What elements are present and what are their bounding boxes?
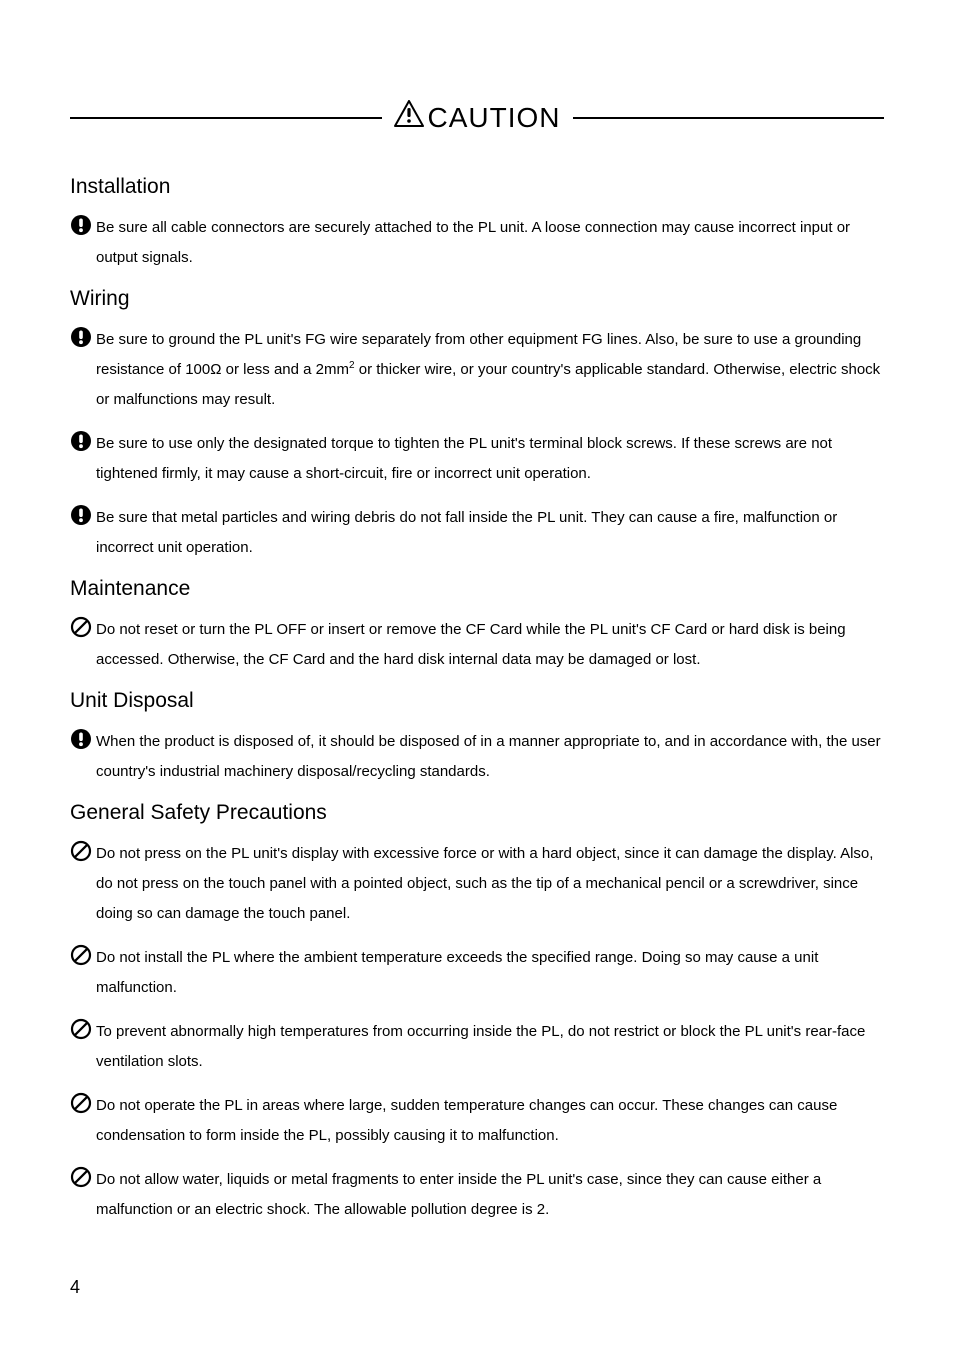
item-text: Be sure to ground the PL unit's FG wire …	[96, 325, 884, 415]
list-item: Be sure that metal particles and wiring …	[70, 503, 884, 563]
prohibit-icon	[70, 1091, 96, 1119]
mandatory-icon	[70, 727, 96, 755]
list-item: Do not install the PL where the ambient …	[70, 943, 884, 1003]
item-text: Be sure to use only the designated torqu…	[96, 429, 884, 489]
heading-maintenance: Maintenance	[70, 577, 884, 601]
list-item: When the product is disposed of, it shou…	[70, 727, 884, 787]
caution-header: CAUTION	[70, 100, 884, 135]
mandatory-icon	[70, 429, 96, 457]
mandatory-icon	[70, 213, 96, 241]
item-text: To prevent abnormally high temperatures …	[96, 1017, 884, 1077]
caution-triangle-icon	[394, 100, 428, 135]
caution-title: CAUTION	[382, 100, 573, 135]
prohibit-icon	[70, 943, 96, 971]
prohibit-icon	[70, 615, 96, 643]
item-text: Do not reset or turn the PL OFF or inser…	[96, 615, 884, 675]
list-item: To prevent abnormally high temperatures …	[70, 1017, 884, 1077]
page-number: 4	[70, 1277, 80, 1298]
heading-general: General Safety Precautions	[70, 801, 884, 825]
item-text: Be sure that metal particles and wiring …	[96, 503, 884, 563]
list-item: Do not operate the PL in areas where lar…	[70, 1091, 884, 1151]
mandatory-icon	[70, 503, 96, 531]
list-item: Be sure all cable connectors are securel…	[70, 213, 884, 273]
rule-right	[573, 117, 885, 119]
mandatory-icon	[70, 325, 96, 353]
item-text: Be sure all cable connectors are securel…	[96, 213, 884, 273]
list-item: Be sure to use only the designated torqu…	[70, 429, 884, 489]
heading-disposal: Unit Disposal	[70, 689, 884, 713]
list-item: Do not allow water, liquids or metal fra…	[70, 1165, 884, 1225]
rule-left	[70, 117, 382, 119]
list-item: Be sure to ground the PL unit's FG wire …	[70, 325, 884, 415]
heading-installation: Installation	[70, 175, 884, 199]
item-text: Do not operate the PL in areas where lar…	[96, 1091, 884, 1151]
item-text: Do not install the PL where the ambient …	[96, 943, 884, 1003]
prohibit-icon	[70, 1165, 96, 1193]
item-text: Do not allow water, liquids or metal fra…	[96, 1165, 884, 1225]
item-text: Do not press on the PL unit's display wi…	[96, 839, 884, 929]
caution-label: CAUTION	[428, 102, 561, 134]
prohibit-icon	[70, 839, 96, 867]
heading-wiring: Wiring	[70, 287, 884, 311]
item-text: When the product is disposed of, it shou…	[96, 727, 884, 787]
list-item: Do not press on the PL unit's display wi…	[70, 839, 884, 929]
list-item: Do not reset or turn the PL OFF or inser…	[70, 615, 884, 675]
prohibit-icon	[70, 1017, 96, 1045]
